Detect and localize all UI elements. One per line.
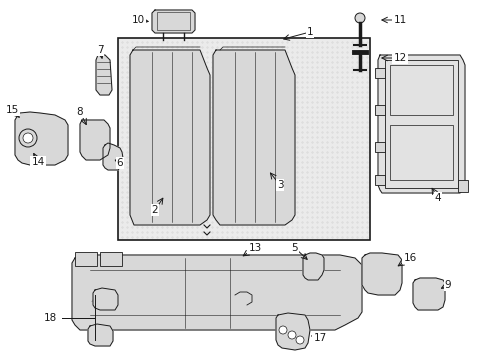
Polygon shape — [377, 55, 464, 193]
Polygon shape — [361, 253, 401, 295]
Text: 9: 9 — [444, 280, 450, 290]
Text: 8: 8 — [77, 107, 83, 117]
Text: 7: 7 — [97, 45, 103, 55]
FancyBboxPatch shape — [374, 68, 384, 78]
Text: 14: 14 — [31, 157, 44, 167]
Text: 10: 10 — [131, 15, 144, 25]
FancyBboxPatch shape — [100, 252, 122, 266]
Text: 15: 15 — [5, 105, 19, 115]
Polygon shape — [152, 10, 195, 33]
Text: 16: 16 — [403, 253, 416, 263]
Text: 12: 12 — [392, 53, 406, 63]
FancyBboxPatch shape — [457, 180, 467, 192]
Polygon shape — [103, 143, 123, 170]
Polygon shape — [412, 278, 444, 310]
Text: 17: 17 — [313, 333, 326, 343]
Text: 18: 18 — [43, 313, 57, 323]
Polygon shape — [213, 50, 294, 225]
Circle shape — [279, 326, 286, 334]
FancyBboxPatch shape — [75, 252, 97, 266]
Text: 4: 4 — [434, 193, 440, 203]
Text: 5: 5 — [291, 243, 298, 253]
Circle shape — [287, 331, 295, 339]
Circle shape — [23, 133, 33, 143]
Text: 2: 2 — [151, 205, 158, 215]
Polygon shape — [303, 253, 324, 280]
Polygon shape — [80, 120, 110, 160]
Polygon shape — [15, 112, 68, 165]
Polygon shape — [72, 255, 361, 330]
Text: 3: 3 — [276, 180, 283, 190]
FancyBboxPatch shape — [118, 38, 369, 240]
Circle shape — [19, 129, 37, 147]
Polygon shape — [88, 324, 113, 346]
Text: 6: 6 — [117, 158, 123, 168]
Polygon shape — [275, 313, 309, 350]
FancyBboxPatch shape — [374, 142, 384, 152]
Text: 1: 1 — [306, 27, 313, 37]
Text: 13: 13 — [248, 243, 261, 253]
Polygon shape — [93, 288, 118, 310]
Circle shape — [295, 336, 304, 344]
Polygon shape — [130, 50, 209, 225]
FancyBboxPatch shape — [374, 175, 384, 185]
FancyBboxPatch shape — [374, 105, 384, 115]
Text: 11: 11 — [392, 15, 406, 25]
Circle shape — [354, 13, 364, 23]
Polygon shape — [96, 55, 112, 95]
